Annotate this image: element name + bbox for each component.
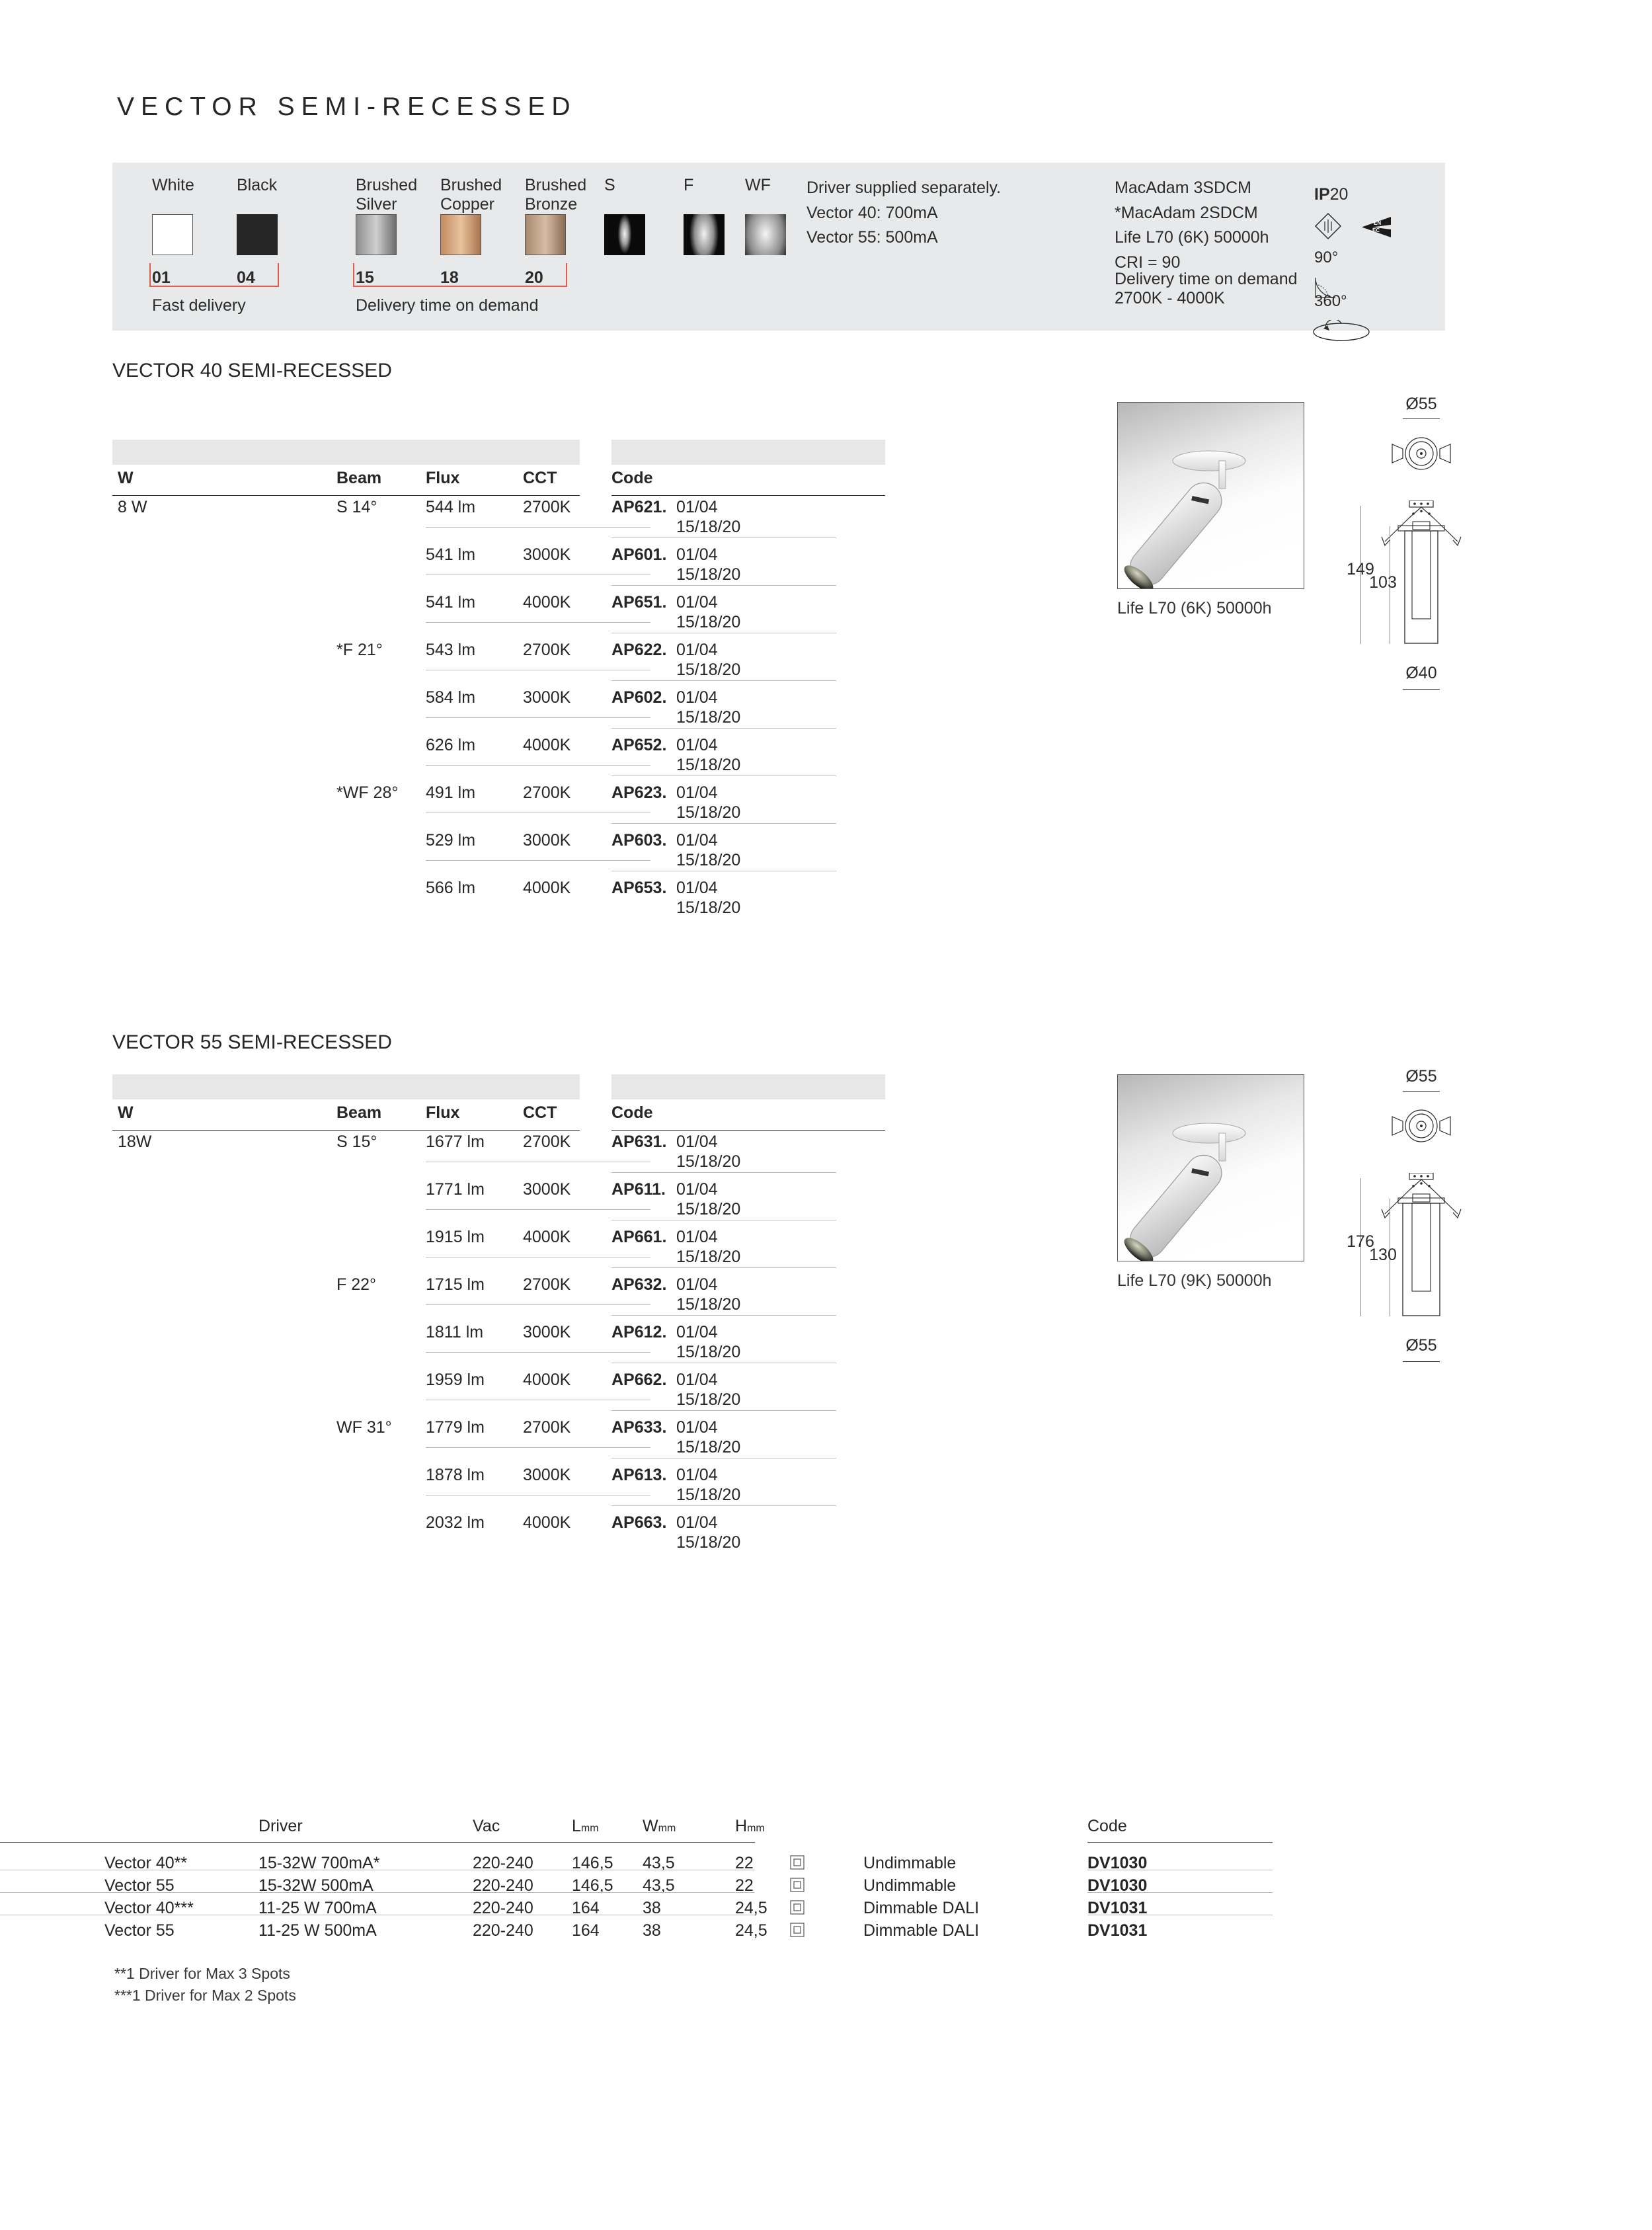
svg-text:EC: EC: [1372, 227, 1380, 233]
svg-text:EN: EN: [1374, 220, 1381, 226]
